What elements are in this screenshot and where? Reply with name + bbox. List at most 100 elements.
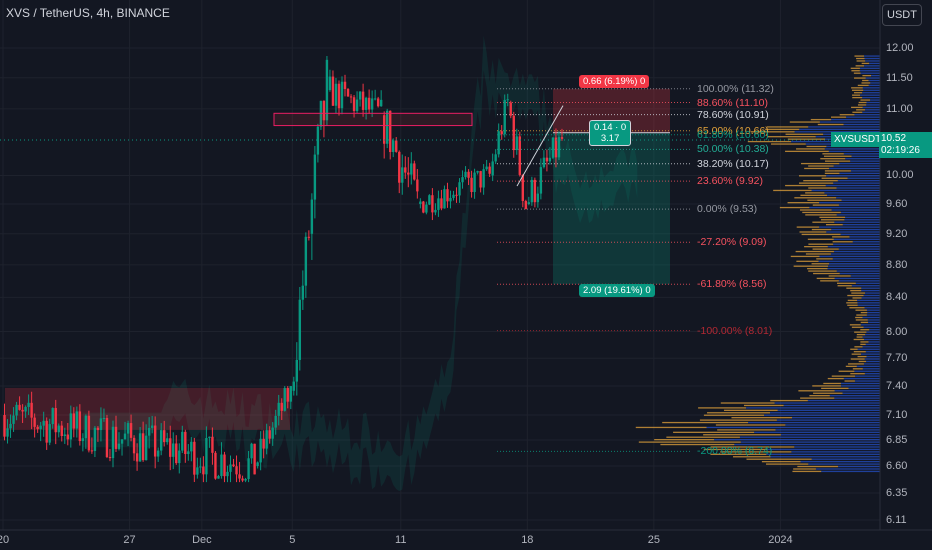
- candle-body: [512, 115, 515, 151]
- candle-body: [401, 167, 404, 183]
- vp-bar-a: [824, 170, 851, 172]
- vp-bar-b: [833, 182, 880, 184]
- vp-bar-b: [843, 377, 880, 380]
- vp-bar-b: [836, 270, 880, 272]
- vp-bar-b: [827, 267, 880, 270]
- time-tick-label: 11: [395, 534, 407, 546]
- time-tick-label: 2024: [768, 534, 793, 546]
- vp-bar-a: [799, 231, 827, 233]
- candle-body: [539, 167, 543, 194]
- stop-label: 2.09 (19.61%) 0: [579, 284, 655, 297]
- vp-bar-a: [785, 150, 829, 153]
- vp-bar-b: [839, 172, 880, 175]
- vp-bar-a: [767, 136, 816, 138]
- vp-bar-b: [851, 155, 880, 157]
- vp-bar-b: [836, 197, 880, 199]
- vp-bar-b: [866, 101, 880, 104]
- candle-body: [205, 437, 208, 475]
- candle-body: [238, 474, 241, 479]
- vp-bar-a: [795, 250, 834, 253]
- vp-bar-b: [826, 194, 880, 196]
- vp-bar-b: [850, 170, 880, 172]
- candle-body: [208, 436, 211, 438]
- candle-body: [9, 423, 12, 429]
- vp-bar-b: [862, 96, 880, 99]
- candle-body: [530, 179, 534, 203]
- vp-bar-a: [856, 109, 865, 111]
- vp-bar-b: [794, 446, 880, 448]
- vp-bar-b: [842, 392, 880, 394]
- candle-body: [449, 197, 452, 202]
- candle-body: [105, 418, 109, 458]
- price-tick-label: 8.40: [886, 291, 908, 304]
- risk-reward-line1: 0.14 · 0: [594, 122, 627, 133]
- candle-body: [126, 423, 130, 434]
- candle-body: [132, 437, 136, 454]
- vp-bar-a: [856, 333, 866, 336]
- candle-body: [99, 418, 103, 431]
- vp-bar-b: [864, 292, 880, 294]
- vp-bar-b: [833, 243, 880, 245]
- vp-bar-b: [775, 429, 880, 431]
- vp-bar-b: [766, 453, 880, 455]
- vp-bar-b: [819, 202, 880, 204]
- vp-bar-b: [869, 329, 880, 331]
- candle-body: [69, 413, 72, 440]
- time-tick-label: 5: [289, 534, 296, 546]
- candle-body: [437, 198, 440, 210]
- fib-level-label: 0.00% (9.53): [697, 203, 758, 216]
- vp-bar-b: [848, 387, 880, 390]
- candle-body: [524, 200, 528, 210]
- candle-body: [93, 427, 97, 452]
- vp-bar-a: [847, 304, 858, 306]
- candle-body: [169, 438, 172, 457]
- vp-bar-a: [790, 255, 820, 258]
- candle-body: [117, 443, 121, 449]
- candle-body: [431, 195, 434, 213]
- candle-body: [250, 443, 253, 459]
- vp-bar-b: [746, 407, 880, 409]
- vp-bar-b: [865, 333, 880, 336]
- vp-bar-a: [855, 319, 868, 321]
- vp-bar-a: [806, 145, 827, 148]
- candle-body: [536, 193, 540, 203]
- vp-bar-a: [804, 245, 828, 248]
- vp-bar-a: [858, 360, 867, 363]
- candle-body: [108, 457, 112, 459]
- vp-bar-a: [850, 373, 865, 375]
- vp-bar-a: [852, 368, 863, 370]
- candle-body: [389, 110, 392, 153]
- candle-body: [331, 76, 335, 106]
- vp-bar-b: [838, 280, 880, 282]
- vp-bar-a: [827, 377, 844, 380]
- candle-body: [283, 388, 286, 411]
- vp-bar-a: [766, 463, 809, 465]
- vp-bar-b: [854, 114, 880, 116]
- currency-unit-button[interactable]: USDT: [882, 4, 922, 26]
- vp-bar-a: [856, 336, 863, 338]
- vp-bar-b: [809, 206, 880, 209]
- candle-body: [382, 115, 386, 144]
- vp-bar-a: [854, 331, 867, 333]
- vp-bar-a: [771, 143, 806, 145]
- vp-bar-a: [853, 72, 861, 74]
- candle-body: [404, 167, 407, 173]
- vp-bar-a: [820, 158, 846, 160]
- vp-bar-b: [847, 177, 880, 179]
- candle-body: [156, 450, 160, 457]
- candle-body: [63, 434, 66, 437]
- vp-bar-a: [819, 216, 846, 218]
- vp-bar-a: [715, 424, 786, 426]
- vp-bar-a: [733, 456, 771, 458]
- candle-body: [316, 126, 320, 155]
- vp-bar-a: [710, 453, 767, 455]
- vp-bar-b: [857, 304, 880, 306]
- candle-body: [271, 427, 274, 439]
- candle-body: [497, 131, 500, 155]
- vp-bar-a: [861, 62, 870, 65]
- candle-body: [464, 171, 467, 178]
- candle-body: [542, 157, 546, 168]
- vp-bar-b: [714, 439, 880, 441]
- vp-bar-a: [703, 434, 781, 436]
